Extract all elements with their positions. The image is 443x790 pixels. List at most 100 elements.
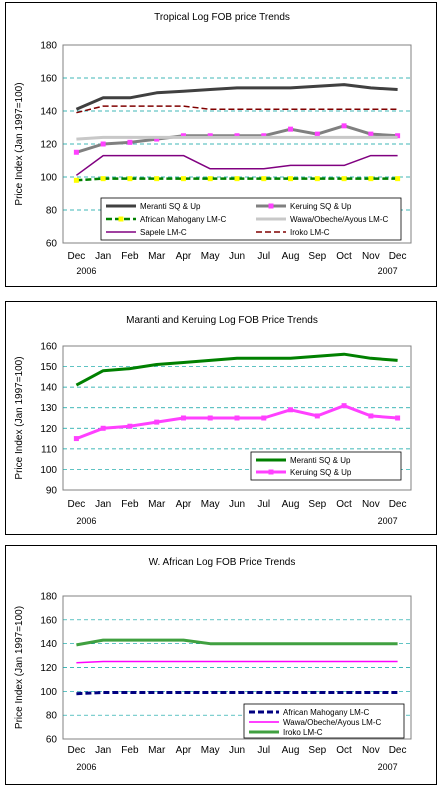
- data-point: [73, 177, 79, 183]
- x-tick-label: Jun: [229, 745, 245, 756]
- y-axis-label: Price Index (Jan 1997=100): [14, 82, 25, 205]
- y-tick-label: 60: [46, 239, 58, 250]
- y-tick-label: 120: [40, 140, 57, 151]
- x-tick-label: Jan: [95, 745, 111, 756]
- data-point: [314, 413, 320, 419]
- legend-label: Meranti SQ & Up: [290, 456, 351, 465]
- data-point: [234, 133, 240, 139]
- x-tick-label: Feb: [121, 251, 139, 262]
- x-tick-label: Feb: [121, 499, 139, 510]
- y-axis-label: Price Index (Jan 1997=100): [14, 356, 25, 479]
- y-tick-label: 140: [40, 107, 57, 118]
- legend-label: African Mahogany LM-C: [140, 215, 226, 224]
- data-point: [127, 423, 133, 429]
- data-point: [180, 176, 186, 182]
- x-tick-label: Oct: [336, 251, 352, 262]
- y-tick-label: 80: [46, 206, 58, 217]
- chart-title: Maranti and Keruing Log FOB Price Trends: [126, 315, 318, 326]
- data-point: [288, 176, 294, 182]
- data-point: [288, 407, 294, 413]
- data-point: [180, 415, 186, 421]
- x-tick-label: Oct: [336, 499, 352, 510]
- x-tick-label: Jul: [257, 499, 270, 510]
- chart-title: Tropical Log FOB price Trends: [154, 12, 290, 23]
- year-label-end: 2007: [378, 266, 398, 276]
- x-tick-label: Jan: [95, 251, 111, 262]
- data-point: [154, 419, 160, 425]
- x-tick-label: May: [201, 745, 220, 756]
- data-point: [207, 415, 213, 421]
- x-tick-label: Dec: [389, 745, 407, 756]
- x-tick-label: Dec: [67, 499, 85, 510]
- y-tick-label: 160: [40, 342, 57, 353]
- y-tick-label: 100: [40, 465, 57, 476]
- legend-marker: [268, 203, 274, 209]
- y-tick-label: 180: [40, 41, 57, 52]
- legend-label: Iroko LM-C: [283, 728, 323, 737]
- y-tick-label: 120: [40, 424, 57, 435]
- year-label-end: 2007: [378, 762, 398, 772]
- data-point: [100, 425, 106, 431]
- legend-label: Meranti SQ & Up: [140, 202, 201, 211]
- y-tick-label: 110: [41, 444, 57, 455]
- x-tick-label: Apr: [176, 251, 192, 262]
- data-point: [261, 133, 267, 139]
- chart-title: W. African Log FOB Price Trends: [149, 557, 296, 568]
- data-point: [180, 133, 186, 139]
- x-tick-label: Dec: [67, 745, 85, 756]
- x-tick-label: Sep: [308, 745, 326, 756]
- y-tick-label: 60: [46, 735, 58, 746]
- year-label-start: 2006: [76, 762, 96, 772]
- legend-label: Wawa/Obeche/Ayous LM-C: [283, 718, 381, 727]
- legend-label: African Mahogany LM-C: [283, 708, 369, 717]
- series-line-4: [76, 135, 398, 141]
- x-tick-label: Feb: [121, 745, 139, 756]
- y-tick-label: 180: [40, 592, 57, 603]
- x-tick-label: Apr: [176, 745, 192, 756]
- x-tick-label: Sep: [308, 499, 326, 510]
- legend-label: Iroko LM-C: [290, 228, 330, 237]
- data-point: [100, 176, 106, 182]
- y-tick-label: 140: [40, 639, 57, 650]
- data-point: [395, 176, 401, 182]
- data-point: [341, 123, 347, 129]
- x-tick-label: Mar: [148, 745, 166, 756]
- data-point: [314, 176, 320, 182]
- chart-panel-meranti-keruing: Maranti and Keruing Log FOB Price Trends…: [5, 301, 437, 535]
- x-tick-label: May: [201, 251, 220, 262]
- data-point: [341, 403, 347, 409]
- data-point: [207, 176, 213, 182]
- x-tick-label: Jul: [257, 251, 270, 262]
- x-tick-label: Jan: [95, 499, 111, 510]
- y-tick-label: 160: [40, 74, 57, 85]
- chart-tropical: Tropical Log FOB price Trends 60 80 100 120 1…: [14, 12, 412, 276]
- x-tick-label: Dec: [389, 251, 407, 262]
- y-tick-label: 100: [40, 687, 57, 698]
- series-line-5: [75, 154, 398, 176]
- x-tick-label: Aug: [282, 499, 300, 510]
- x-tick-label: Nov: [362, 499, 380, 510]
- x-tick-label: May: [201, 499, 220, 510]
- year-label-start: 2006: [76, 516, 96, 526]
- data-point: [73, 149, 79, 155]
- data-point: [314, 131, 320, 137]
- legend-marker: [268, 469, 274, 475]
- x-tick-label: Apr: [176, 499, 192, 510]
- data-point: [234, 176, 240, 182]
- x-tick-label: Jun: [229, 251, 245, 262]
- y-tick-label: 130: [40, 403, 57, 414]
- legend-label: Wawa/Obeche/Ayous LM-C: [290, 215, 388, 224]
- x-tick-label: Oct: [336, 745, 352, 756]
- legend-label: Sapele LM-C: [140, 228, 187, 237]
- chart-west-african: W. African Log FOB Price Trends 60 80 100 12…: [14, 557, 412, 772]
- y-tick-label: 80: [46, 711, 58, 722]
- x-tick-label: Jun: [229, 499, 245, 510]
- data-point: [395, 415, 401, 421]
- data-point: [154, 136, 160, 142]
- data-point: [368, 176, 374, 182]
- y-axis-label: Price Index (Jan 1997=100): [14, 606, 25, 729]
- year-label-end: 2007: [378, 516, 398, 526]
- y-tick-label: 100: [40, 173, 57, 184]
- x-tick-label: Dec: [389, 499, 407, 510]
- data-point: [341, 176, 347, 182]
